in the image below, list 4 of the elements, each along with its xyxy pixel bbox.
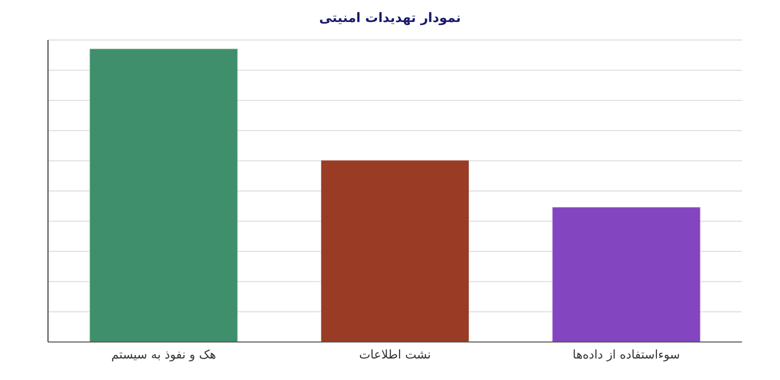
x-tick-label: نشت اطلاعات — [359, 348, 431, 362]
x-tick-label: سوءاستفاده از داده‌ها — [572, 348, 680, 362]
x-tick-label: هک و نفوذ به سیستم — [111, 348, 216, 362]
chart-title: نمودار تهدیدات امنیتی — [318, 10, 462, 28]
